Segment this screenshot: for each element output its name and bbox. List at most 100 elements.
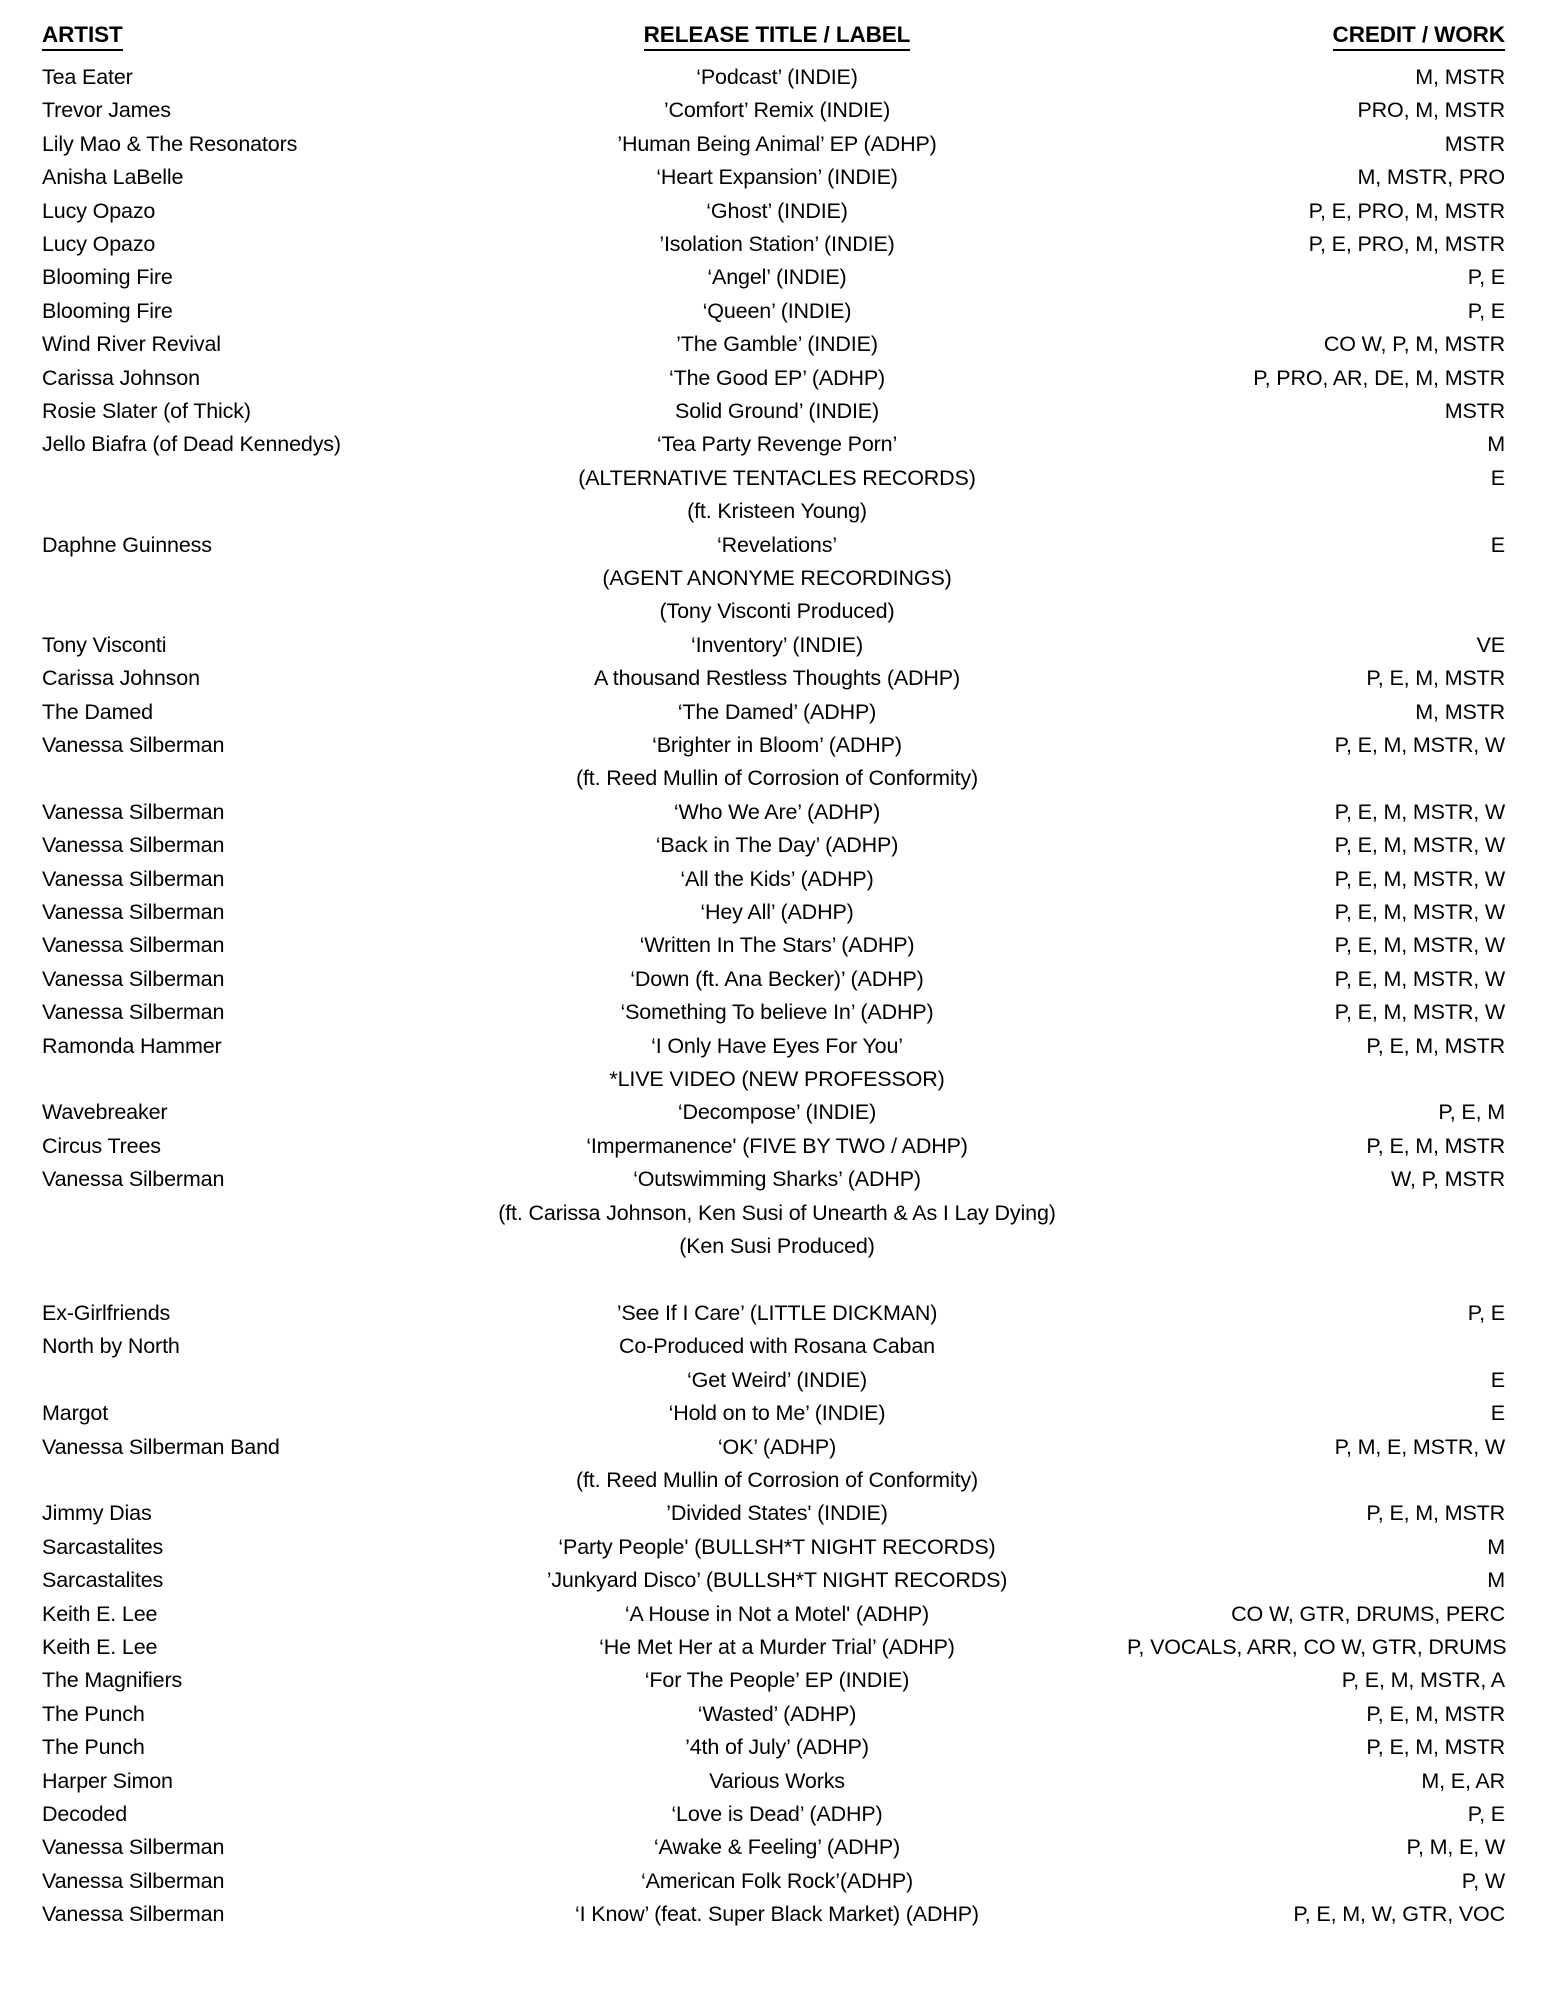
- cell-artist: The Punch: [42, 1735, 145, 1760]
- cell-release: ‘A House in Not a Motel' (ADHP): [624, 1601, 930, 1626]
- cell-release: ‘He Met Her at a Murder Trial’ (ADHP): [599, 1634, 955, 1659]
- column-header-credit: CREDIT / WORK: [1127, 22, 1505, 61]
- cell-release: (Ken Susi Produced): [679, 1234, 875, 1259]
- cell-release: [427, 1264, 1127, 1297]
- cell-credit: P, E: [1467, 298, 1505, 323]
- table-row: Vanessa Silberman ‘Written In The Stars’ …: [42, 929, 1505, 962]
- cell-artist: Decoded: [42, 1802, 128, 1826]
- cell-artist: [42, 462, 427, 495]
- cell-artist: North by North: [42, 1334, 180, 1359]
- cell-credit: M: [1487, 1534, 1505, 1559]
- cell-credit: P, W: [1461, 1868, 1505, 1893]
- cell-credit: P, E, M, MSTR, W: [1334, 966, 1506, 991]
- cell-credit: [1127, 1063, 1505, 1096]
- cell-artist: Vanessa Silberman: [42, 1000, 225, 1025]
- table-row: Wavebreaker ‘Decompose’ (INDIE) P, E, M: [42, 1096, 1505, 1129]
- table-row: Anisha LaBelle ‘Heart Expansion’ (INDIE) M…: [42, 161, 1505, 194]
- cell-release: ‘Ghost’ (INDIE): [706, 198, 848, 223]
- cell-release: ‘I Only Have Eyes For You’: [651, 1033, 903, 1058]
- cell-artist: [42, 762, 427, 795]
- cell-credit: P, E: [1467, 1802, 1505, 1826]
- cell-credit: M, E, AR: [1421, 1768, 1505, 1793]
- cell-release: ‘Hold on to Me’ (INDIE): [668, 1401, 886, 1426]
- table-row: Jello Biafra (of Dead Kennedys) ‘Tea Part…: [42, 428, 1505, 461]
- table-row: Vanessa Silberman ‘Back in The Day’ (ADHP…: [42, 829, 1505, 862]
- cell-credit: P, E, M: [1438, 1100, 1505, 1125]
- cell-release: ‘Who We Are’ (ADHP): [673, 799, 881, 824]
- table-row: Sarcastalites ‘Party People' (BULLSH*T NI…: [42, 1531, 1505, 1564]
- credits-table: ARTIST RELEASE TITLE / LABEL CREDIT / WO…: [42, 22, 1507, 1932]
- table-row: Keith E. Lee ‘He Met Her at a Murder Tria…: [42, 1631, 1507, 1664]
- cell-release: (ALTERNATIVE TENTACLES RECORDS): [578, 465, 976, 490]
- cell-credit: P, M, E, W: [1406, 1835, 1506, 1860]
- cell-credit: [1127, 595, 1505, 628]
- cell-release: (ft. Kristeen Young): [687, 499, 867, 524]
- cell-credit: E: [1490, 1367, 1505, 1392]
- cell-artist: Vanessa Silberman: [42, 1167, 225, 1192]
- table-row: ‘Get Weird’ (INDIE) E: [42, 1364, 1505, 1397]
- cell-artist: Anisha LaBelle: [42, 165, 184, 190]
- cell-credit: M: [1487, 432, 1505, 457]
- cell-credit: CO W, P, M, MSTR: [1323, 332, 1505, 357]
- table-row: (ft. Reed Mullin of Corrosion of Conform…: [42, 762, 1505, 795]
- table-row: (AGENT ANONYME RECORDINGS): [42, 562, 1505, 595]
- cell-artist: Rosie Slater (of Thick): [42, 398, 251, 423]
- cell-artist: Sarcastalites: [42, 1534, 164, 1559]
- cell-artist: [42, 1197, 427, 1230]
- cell-artist: Lily Mao & The Resonators: [42, 131, 298, 156]
- cell-release: (ft. Reed Mullin of Corrosion of Conform…: [575, 1467, 979, 1492]
- table-row: (ALTERNATIVE TENTACLES RECORDS) E: [42, 462, 1505, 495]
- table-row: Vanessa Silberman ‘Awake & Feeling’ (ADHP…: [42, 1831, 1505, 1864]
- table-row: Vanessa Silberman ‘All the Kids’ (ADHP) P,…: [42, 863, 1505, 896]
- table-row: Daphne Guinness ‘Revelations’ E: [42, 529, 1505, 562]
- cell-release: ‘I Know’ (feat. Super Black Market) (ADH…: [575, 1902, 979, 1927]
- cell-release: ‘Angel’ (INDIE): [707, 265, 847, 290]
- cell-artist: Blooming Fire: [42, 265, 173, 290]
- table-row: Vanessa Silberman ‘Down (ft. Ana Becker)’…: [42, 963, 1505, 996]
- cell-release: ‘For The People’ EP (INDIE): [644, 1668, 910, 1693]
- cell-release: ‘Awake & Feeling’ (ADHP): [653, 1835, 901, 1860]
- table-row: (ft. Kristeen Young): [42, 495, 1505, 528]
- cell-release: ‘Queen’ (INDIE): [702, 298, 852, 323]
- cell-artist: [42, 595, 427, 628]
- cell-artist: Harper Simon: [42, 1768, 173, 1793]
- cell-release: ‘Heart Expansion’ (INDIE): [656, 165, 898, 190]
- cell-release: ‘OK’ (ADHP): [717, 1434, 837, 1459]
- table-row: Trevor James ’Comfort’ Remix (INDIE) PRO, …: [42, 94, 1505, 127]
- cell-artist: Lucy Opazo: [42, 231, 156, 256]
- table-row: (Tony Visconti Produced): [42, 595, 1505, 628]
- cell-credit: VE: [1476, 632, 1506, 657]
- cell-credit: [1127, 1464, 1505, 1497]
- cell-release: *LIVE VIDEO (NEW PROFESSOR): [609, 1067, 945, 1092]
- table-row: Lucy Opazo ’Isolation Station’ (INDIE) P, …: [42, 228, 1505, 261]
- table-row: Vanessa Silberman ‘Who We Are’ (ADHP) P, E…: [42, 796, 1505, 829]
- cell-credit: P, E, M, MSTR, A: [1341, 1668, 1505, 1693]
- cell-credit: P, E, PRO, M, MSTR: [1308, 198, 1506, 223]
- cell-artist: Sarcastalites: [42, 1568, 164, 1593]
- cell-release: (Tony Visconti Produced): [659, 599, 895, 624]
- cell-credit: P, E, PRO, M, MSTR: [1308, 231, 1506, 256]
- cell-credit: M, MSTR: [1415, 699, 1505, 724]
- table-row: Tony Visconti ‘Inventory’ (INDIE) VE: [42, 629, 1505, 662]
- table-row: Vanessa Silberman Band ‘OK’ (ADHP) P, M, E…: [42, 1431, 1505, 1464]
- cell-release: ‘Party People' (BULLSH*T NIGHT RECORDS): [558, 1534, 996, 1559]
- table-row: North by North Co-Produced with Rosana Ca…: [42, 1330, 1505, 1363]
- cell-credit: P, E, M, MSTR, W: [1334, 1000, 1506, 1025]
- cell-release: ’Human Being Animal’ EP (ADHP): [617, 131, 937, 156]
- cell-artist: [42, 1230, 427, 1263]
- cell-credit: P, E, M, MSTR, W: [1334, 933, 1506, 958]
- cell-artist: Keith E. Lee: [42, 1634, 158, 1659]
- cell-credit: MSTR: [1444, 131, 1505, 156]
- cell-artist: Ex-Girlfriends: [42, 1300, 171, 1325]
- cell-artist: Wind River Revival: [42, 332, 221, 357]
- table-row: Vanessa Silberman ‘Brighter in Bloom’ (AD…: [42, 729, 1505, 762]
- cell-artist: [42, 495, 427, 528]
- cell-artist: Jimmy Dias: [42, 1501, 152, 1526]
- column-header-credit-label: CREDIT / WORK: [1332, 22, 1505, 51]
- table-row: Vanessa Silberman ‘Something To believe I…: [42, 996, 1505, 1029]
- table-row: Wind River Revival ’The Gamble’ (INDIE) CO…: [42, 328, 1505, 361]
- cell-release: ‘Impermanence' (FIVE BY TWO / ADHP): [586, 1133, 968, 1158]
- cell-credit: P, E, M, MSTR, W: [1334, 733, 1506, 757]
- cell-release: Solid Ground’ (INDIE): [675, 398, 879, 423]
